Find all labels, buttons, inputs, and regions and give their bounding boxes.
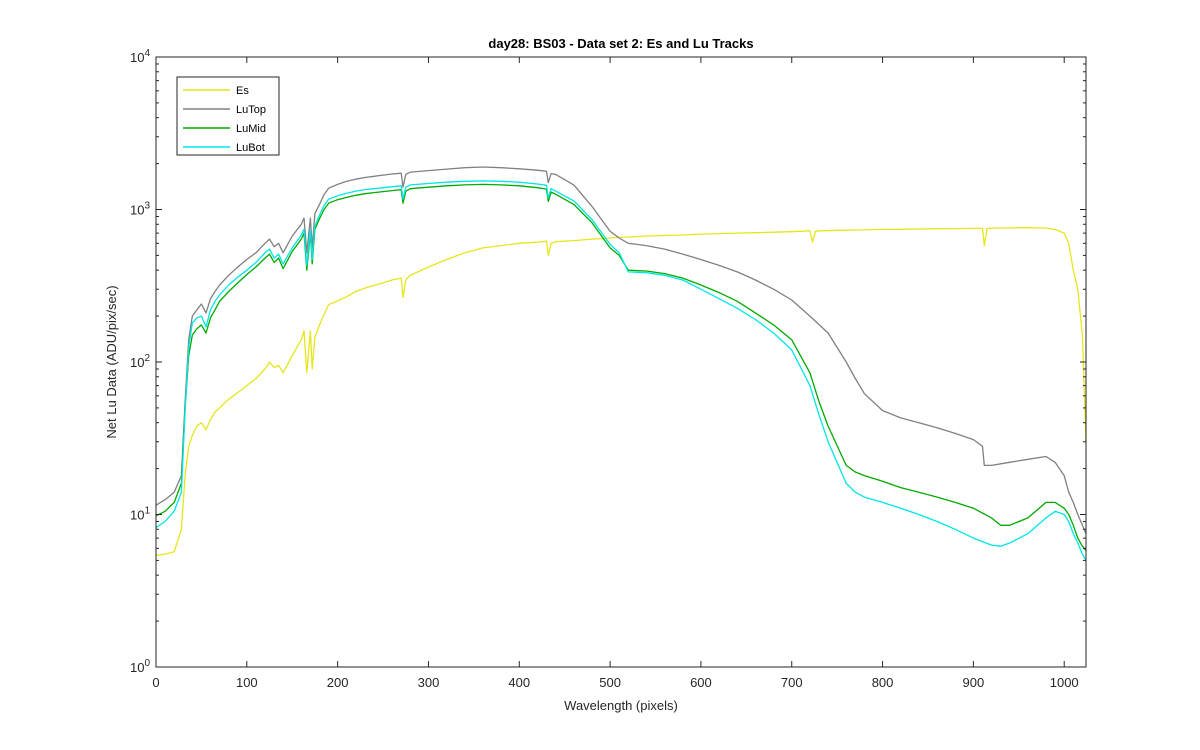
y-tick-label: 100 (130, 658, 150, 675)
series-line-lumid (155, 183, 1087, 552)
x-tick-label: 800 (872, 675, 894, 690)
plot-area (156, 57, 1086, 667)
x-tick-label: 500 (599, 675, 621, 690)
series-line-es (155, 227, 1087, 556)
x-tick-label: 100 (236, 675, 258, 690)
y-ticks: 100 101 102 103 104 (130, 48, 1086, 675)
series-layer (155, 166, 1087, 561)
y-tick-label: 101 (130, 506, 150, 523)
x-tick-label: 1000 (1050, 675, 1079, 690)
legend-label-lutop: LuTop (236, 104, 266, 116)
series-line-lubot (155, 180, 1087, 561)
x-tick-label: 400 (508, 675, 530, 690)
legend: Es LuTop LuMid LuBot (176, 76, 280, 156)
legend-label-lubot: LuBot (236, 142, 265, 154)
x-axis-title: Wavelength (pixels) (564, 698, 678, 713)
y-tick-label: 102 (130, 353, 150, 370)
x-tick-label: 900 (963, 675, 985, 690)
x-ticks: 0 100 200 300 400 500 600 700 800 900 1000 (152, 57, 1079, 690)
x-tick-label: 0 (152, 675, 159, 690)
y-tick-label: 103 (130, 201, 150, 218)
x-tick-label: 300 (418, 675, 440, 690)
x-tick-label: 200 (327, 675, 349, 690)
legend-label-es: Es (236, 85, 249, 97)
x-tick-label: 700 (781, 675, 803, 690)
x-tick-label: 600 (690, 675, 712, 690)
series-line-lutop (155, 166, 1087, 534)
legend-label-lumid: LuMid (236, 123, 266, 135)
chart-title: day28: BS03 - Data set 2: Es and Lu Trac… (488, 36, 753, 51)
y-axis-title: Net Lu Data (ADU/pix/sec) (104, 285, 119, 438)
y-tick-label: 104 (130, 48, 150, 65)
